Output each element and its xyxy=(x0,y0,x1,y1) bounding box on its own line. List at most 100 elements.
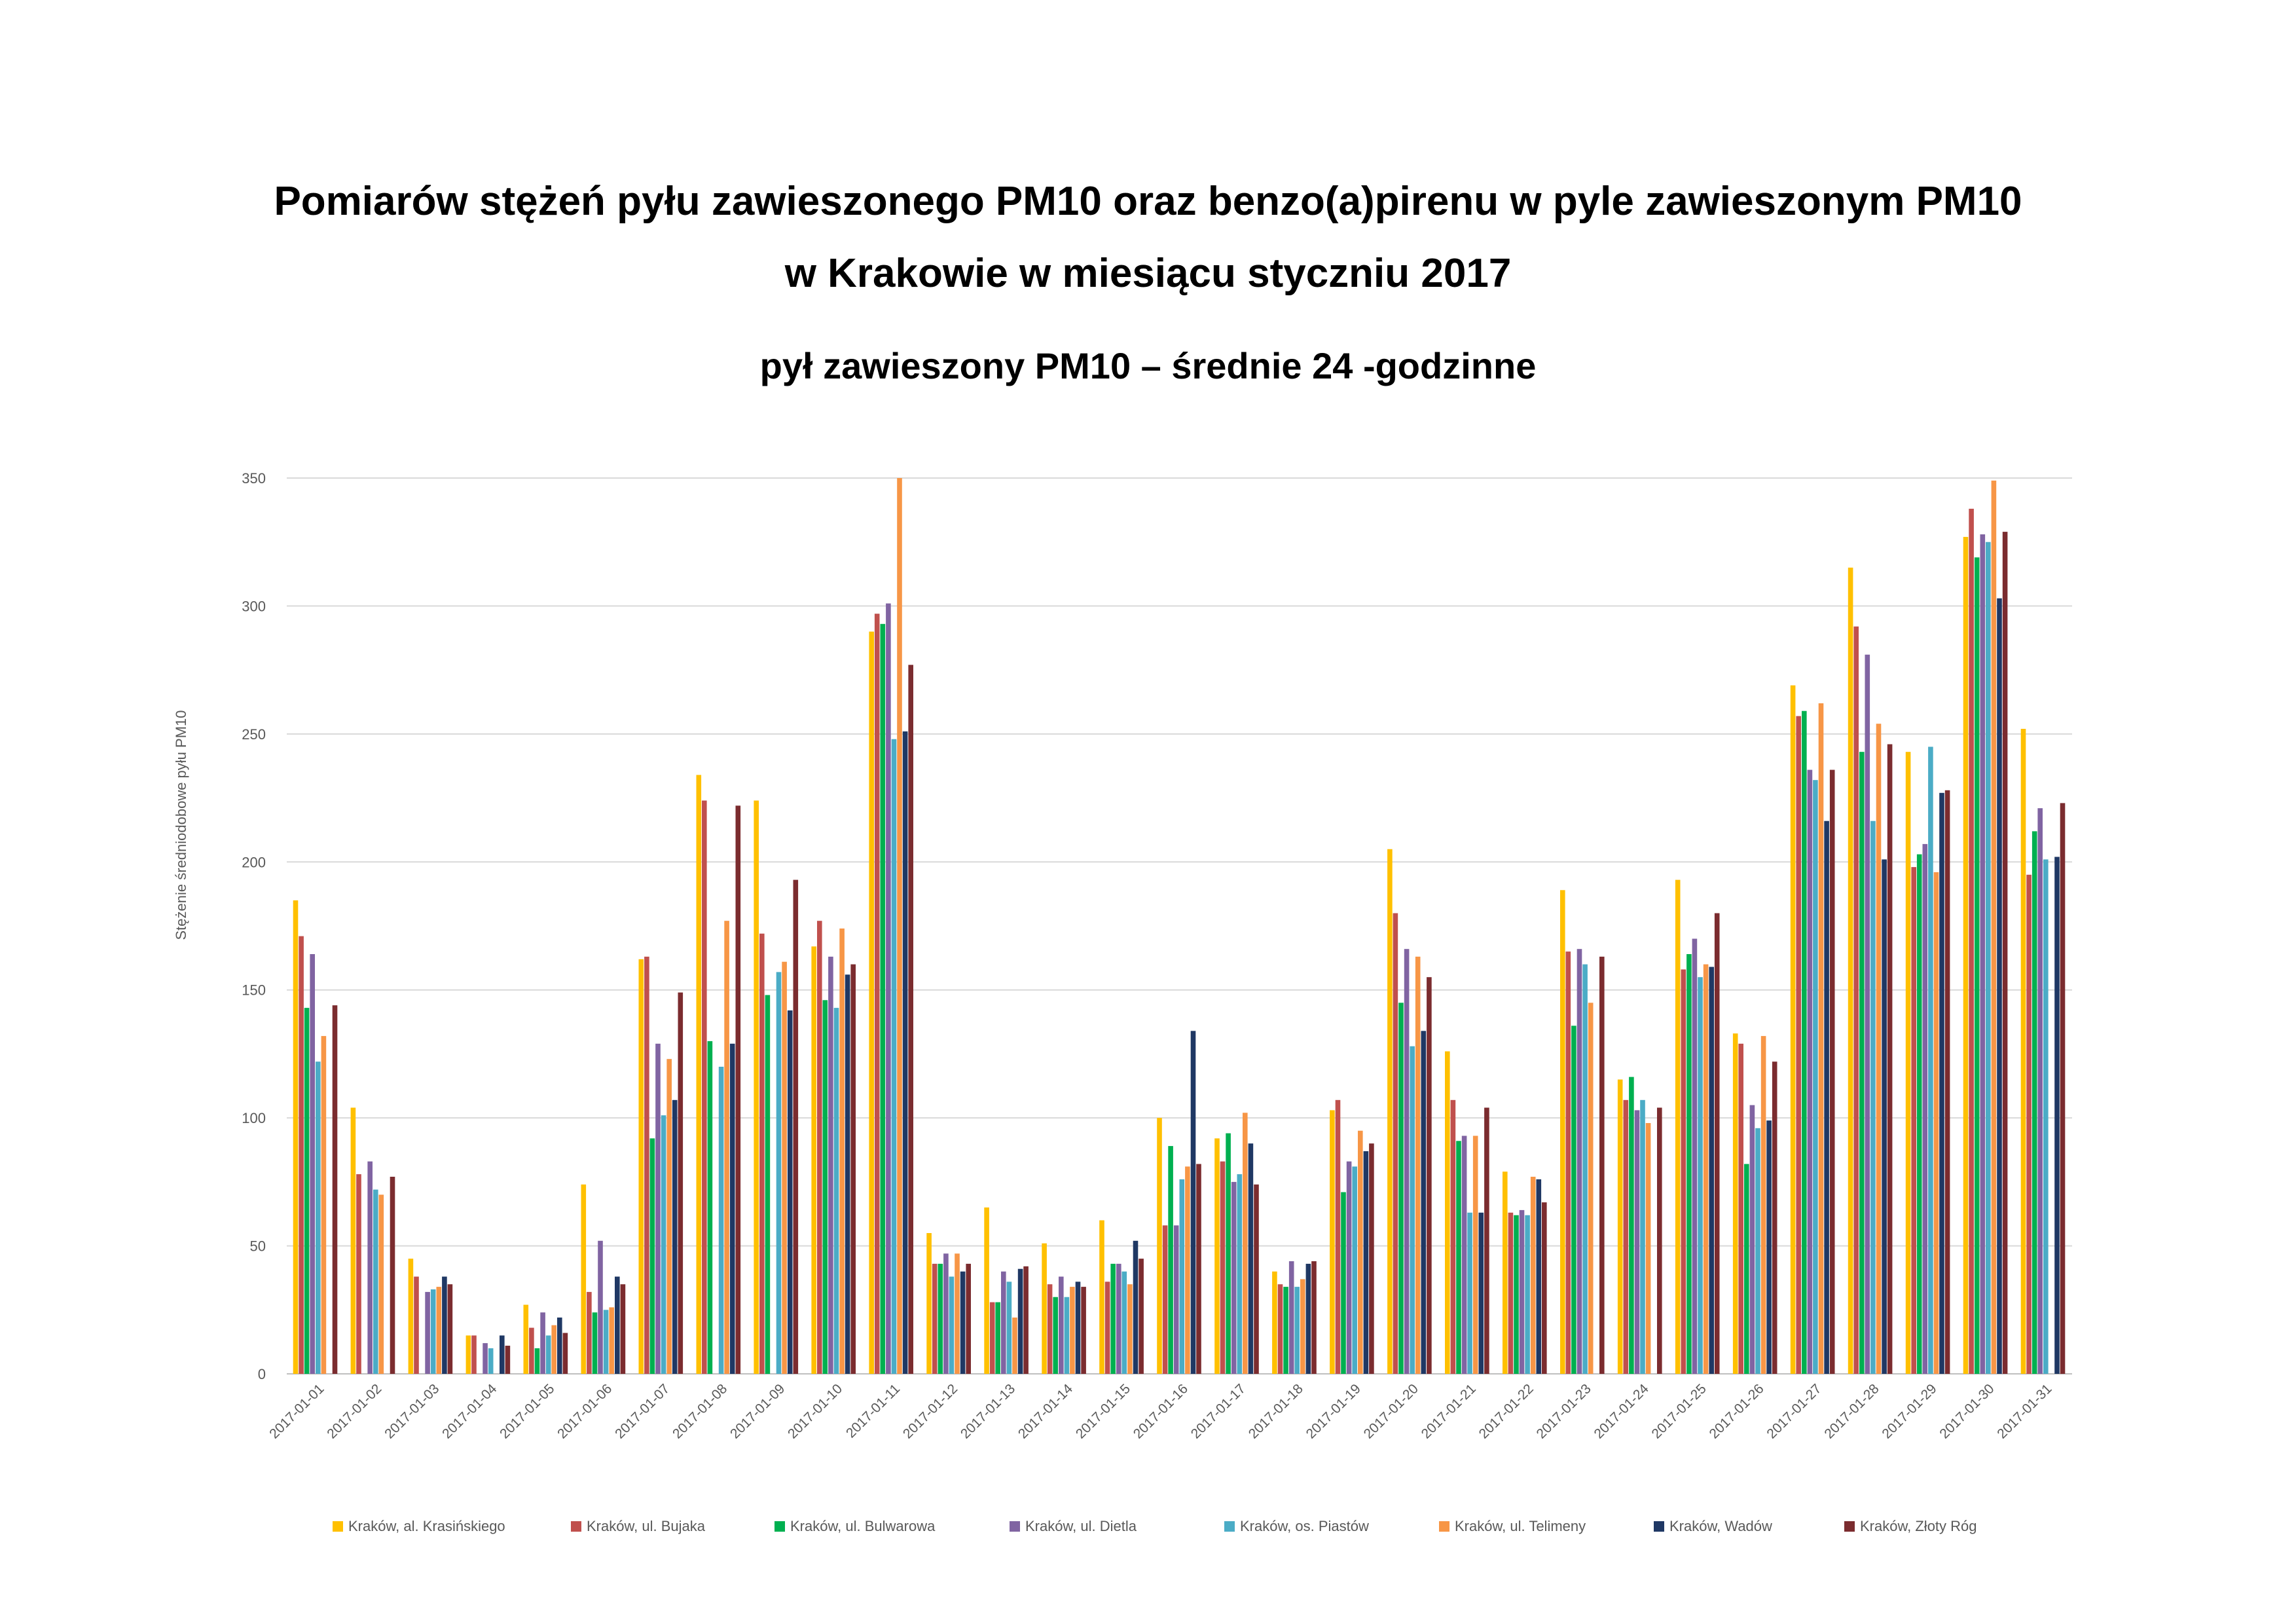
bar-2017-01-02-s1 xyxy=(356,1174,361,1374)
y-tick-label: 150 xyxy=(242,982,266,999)
bar-2017-01-29-s0 xyxy=(1905,752,1911,1374)
bar-2017-01-22-s0 xyxy=(1503,1172,1508,1374)
bar-2017-01-05-s4 xyxy=(545,1335,551,1374)
bar-2017-01-21-s1 xyxy=(1450,1099,1456,1374)
bars xyxy=(293,478,2066,1375)
bar-2017-01-21-s0 xyxy=(1445,1051,1450,1374)
x-tick-label: 2017-01-12 xyxy=(900,1381,960,1441)
bar-2017-01-28-s7 xyxy=(1887,744,1893,1374)
bar-2017-01-14-s5 xyxy=(1070,1287,1075,1374)
bar-2017-01-17-s6 xyxy=(1248,1143,1254,1374)
bar-2017-01-02-s5 xyxy=(378,1194,384,1374)
bar-2017-01-01-s0 xyxy=(293,900,299,1374)
bar-2017-01-27-s4 xyxy=(1813,780,1818,1374)
bar-2017-01-15-s0 xyxy=(1099,1220,1104,1374)
bar-2017-01-07-s1 xyxy=(644,956,649,1374)
bar-2017-01-08-s7 xyxy=(735,805,741,1374)
chart-legend: Kraków, al. Krasińskiego Kraków, ul. Buja… xyxy=(0,1518,2296,1544)
bar-2017-01-12-s2 xyxy=(938,1263,943,1374)
bar-2017-01-21-s6 xyxy=(1478,1212,1484,1374)
bar-2017-01-25-s4 xyxy=(1698,977,1703,1374)
bar-2017-01-09-s0 xyxy=(754,800,759,1374)
bar-2017-01-22-s1 xyxy=(1508,1212,1514,1374)
bar-2017-01-14-s7 xyxy=(1081,1287,1086,1374)
legend-item: Kraków, ul. Dietla xyxy=(1010,1518,1137,1535)
bar-2017-01-06-s4 xyxy=(603,1310,609,1374)
bar-2017-01-10-s4 xyxy=(833,1008,839,1374)
bar-2017-01-16-s1 xyxy=(1162,1225,1168,1374)
bar-2017-01-17-s4 xyxy=(1237,1174,1243,1374)
x-tick-label: 2017-01-16 xyxy=(1131,1381,1191,1441)
legend-swatch xyxy=(571,1521,581,1532)
bar-2017-01-30-s1 xyxy=(1969,508,1974,1374)
bar-2017-01-13-s3 xyxy=(1001,1271,1006,1374)
bar-2017-01-13-s1 xyxy=(989,1302,995,1374)
legend-label: Kraków, Wadów xyxy=(1669,1518,1772,1534)
bar-2017-01-31-s1 xyxy=(2026,874,2032,1374)
bar-2017-01-01-s1 xyxy=(299,936,304,1374)
bar-2017-01-27-s2 xyxy=(1802,710,1807,1374)
bar-2017-01-01-s7 xyxy=(332,1005,338,1374)
x-tick-label: 2017-01-29 xyxy=(1879,1381,1939,1441)
bar-2017-01-16-s0 xyxy=(1157,1118,1162,1374)
bar-2017-01-07-s6 xyxy=(672,1099,678,1374)
legend-label: Kraków, al. Krasińskiego xyxy=(348,1518,505,1534)
legend-swatch xyxy=(333,1521,343,1532)
x-tick-label: 2017-01-04 xyxy=(439,1381,500,1441)
bar-2017-01-01-s5 xyxy=(321,1036,327,1374)
bar-2017-01-15-s2 xyxy=(1110,1263,1116,1374)
x-tick-label: 2017-01-13 xyxy=(958,1381,1018,1441)
bar-2017-01-07-s7 xyxy=(678,992,683,1374)
bar-2017-01-15-s6 xyxy=(1133,1240,1139,1374)
bar-2017-01-02-s3 xyxy=(367,1161,373,1374)
bar-2017-01-14-s6 xyxy=(1075,1282,1081,1374)
bar-2017-01-08-s4 xyxy=(718,1067,724,1374)
x-tick-label: 2017-01-11 xyxy=(843,1381,903,1441)
bar-2017-01-17-s7 xyxy=(1254,1184,1259,1374)
bar-2017-01-26-s6 xyxy=(1766,1120,1772,1374)
legend-label: Kraków, ul. Dietla xyxy=(1025,1518,1137,1534)
bar-2017-01-13-s4 xyxy=(1006,1282,1012,1374)
bar-2017-01-27-s1 xyxy=(1796,716,1801,1374)
bar-2017-01-18-s2 xyxy=(1283,1287,1288,1374)
bar-2017-01-18-s4 xyxy=(1294,1287,1300,1374)
x-tick-label: 2017-01-06 xyxy=(555,1381,615,1441)
bar-2017-01-07-s2 xyxy=(649,1138,655,1374)
bar-2017-01-18-s1 xyxy=(1277,1284,1283,1374)
bar-2017-01-14-s4 xyxy=(1064,1297,1070,1374)
bar-2017-01-28-s0 xyxy=(1848,567,1853,1374)
bar-2017-01-28-s4 xyxy=(1870,821,1876,1374)
bar-2017-01-09-s1 xyxy=(759,933,765,1374)
bar-2017-01-12-s4 xyxy=(949,1276,955,1374)
bar-2017-01-12-s7 xyxy=(966,1263,971,1374)
bar-2017-01-04-s3 xyxy=(483,1343,488,1374)
y-tick-label: 50 xyxy=(250,1238,266,1255)
bar-2017-01-06-s7 xyxy=(620,1284,626,1374)
bar-2017-01-09-s5 xyxy=(782,961,787,1374)
bar-2017-01-05-s7 xyxy=(562,1333,568,1374)
bar-2017-01-20-s2 xyxy=(1398,1003,1404,1374)
bar-2017-01-05-s1 xyxy=(529,1327,534,1374)
bar-2017-01-10-s5 xyxy=(839,928,845,1374)
bar-2017-01-24-s7 xyxy=(1657,1107,1662,1374)
bar-2017-01-21-s2 xyxy=(1456,1141,1461,1374)
y-axis-label: Stężenie średniodobowe pyłu PM10 xyxy=(173,710,189,940)
bar-2017-01-04-s4 xyxy=(488,1348,494,1374)
bar-2017-01-31-s4 xyxy=(2043,859,2049,1374)
bar-2017-01-05-s3 xyxy=(540,1312,545,1374)
bar-2017-01-17-s2 xyxy=(1226,1133,1231,1374)
x-tick-label: 2017-01-25 xyxy=(1649,1381,1709,1441)
x-tick-label: 2017-01-17 xyxy=(1188,1381,1248,1441)
bar-2017-01-29-s3 xyxy=(1922,843,1928,1374)
bar-2017-01-23-s2 xyxy=(1571,1025,1576,1374)
bar-2017-01-05-s6 xyxy=(557,1318,562,1374)
bar-2017-01-25-s2 xyxy=(1686,954,1692,1374)
bar-2017-01-25-s3 xyxy=(1692,938,1698,1374)
bar-2017-01-06-s6 xyxy=(615,1276,620,1374)
bar-2017-01-13-s2 xyxy=(995,1302,1000,1374)
bar-2017-01-05-s2 xyxy=(534,1348,540,1374)
legend-label: Kraków, ul. Bujaka xyxy=(587,1518,705,1534)
bar-2017-01-06-s1 xyxy=(587,1291,592,1374)
bar-2017-01-30-s7 xyxy=(2002,532,2008,1374)
legend-swatch xyxy=(1010,1521,1020,1532)
